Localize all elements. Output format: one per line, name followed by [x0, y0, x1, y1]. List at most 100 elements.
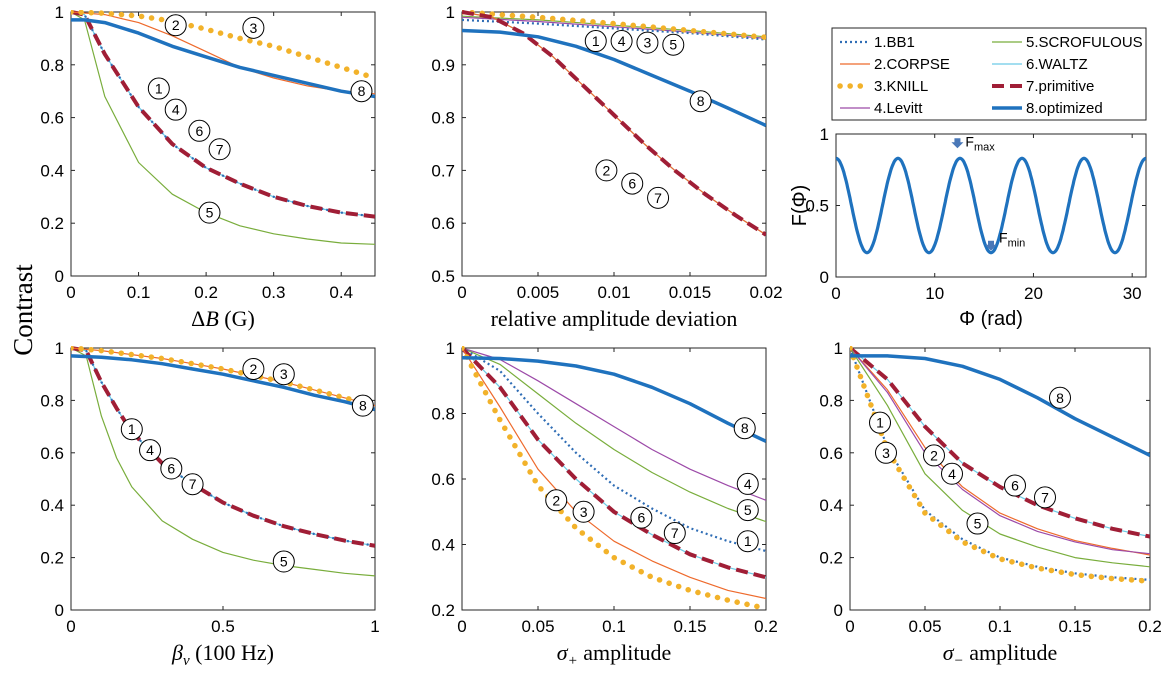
series-line-2 — [462, 347, 766, 600]
series-marker-1: 1 — [120, 418, 143, 441]
series-line-3 — [462, 10, 766, 41]
marker-label: 7 — [216, 141, 224, 157]
marker-circle — [736, 472, 759, 495]
y-tick-label: 0.2 — [40, 214, 64, 233]
series-marker-3: 3 — [572, 500, 595, 523]
marker-label: 4 — [744, 476, 752, 492]
marker-label: 6 — [628, 176, 636, 192]
y-tick-label: 0 — [55, 601, 64, 620]
marker-circle — [242, 16, 265, 39]
axes-frame — [461, 347, 767, 611]
marker-label: 1 — [744, 533, 752, 549]
marker-circle — [941, 462, 963, 485]
series-marker-8: 8 — [733, 417, 756, 440]
marker-circle — [350, 80, 373, 103]
series-line-5 — [462, 347, 766, 523]
marker-circle — [545, 489, 568, 512]
marker-label: 8 — [697, 93, 705, 109]
x-tick-label: 0 — [457, 283, 466, 302]
marker-circle — [869, 411, 891, 434]
marker-label: 4 — [618, 33, 626, 49]
series-marker-4: 4 — [164, 98, 187, 121]
marker-label: 6 — [637, 510, 645, 526]
y-tick-label: 1 — [55, 339, 64, 358]
series-marker-8: 8 — [350, 80, 373, 103]
marker-label: 2 — [603, 162, 611, 178]
marker-circle — [188, 119, 211, 142]
legend-label: 7.primitive — [1026, 78, 1094, 95]
marker-circle — [621, 172, 644, 195]
x-axis-label-part: σ — [557, 640, 569, 665]
series-marker-1: 1 — [147, 77, 170, 100]
series-line-2 — [71, 11, 375, 95]
marker-circle — [1034, 486, 1056, 509]
marker-label: 4 — [172, 102, 180, 118]
legend-box — [831, 27, 1147, 121]
x-tick-label: 0.1 — [602, 617, 626, 636]
x-tick-label: 0.15 — [673, 617, 706, 636]
series-marker-3: 3 — [875, 441, 897, 464]
marker-circle — [736, 530, 759, 553]
marker-label: 5 — [206, 205, 214, 221]
series-line-7 — [462, 346, 766, 580]
y-tick-label: 0 — [55, 267, 64, 286]
x-tick-label: 0 — [66, 283, 75, 302]
annotation-text: F — [999, 230, 1008, 246]
series-line-3 — [462, 346, 766, 610]
marker-label: 5 — [744, 502, 752, 518]
series-marker-5: 5 — [736, 499, 759, 522]
y-tick-label: 0 — [834, 601, 843, 620]
marker-label: 2 — [930, 447, 938, 463]
marker-circle — [663, 522, 686, 545]
series-marker-8: 8 — [351, 394, 374, 417]
marker-label: 8 — [358, 83, 366, 99]
series-marker-7: 7 — [1034, 486, 1056, 509]
y-tick-label: 0.9 — [431, 56, 455, 75]
legend-label: 1.BB1 — [874, 34, 915, 51]
x-tick-label: 0.02 — [749, 283, 782, 302]
annotation-arrow-icon — [985, 240, 997, 251]
marker-label: 3 — [280, 366, 288, 382]
y-tick-label: 0.8 — [40, 56, 64, 75]
legend-label: 6.WALTZ — [1026, 56, 1088, 73]
series-marker-2: 2 — [923, 444, 945, 467]
series-marker-7: 7 — [663, 522, 686, 545]
y-tick-label: 0.5 — [805, 197, 829, 216]
x-tick-label: 0.2 — [754, 617, 778, 636]
marker-label: 5 — [669, 37, 677, 53]
series-line-4 — [850, 347, 1150, 555]
series-line-5 — [71, 347, 375, 577]
series-marker-3: 3 — [242, 16, 265, 39]
series-line-8 — [462, 28, 766, 128]
series-marker-6: 6 — [621, 172, 644, 195]
marker-label: 3 — [882, 445, 890, 461]
x-axis-label-part: (100 Hz) — [190, 640, 274, 665]
series-marker-7: 7 — [208, 138, 231, 161]
x-tick-label: 30 — [1123, 284, 1142, 303]
marker-label: 8 — [741, 420, 749, 436]
series-marker-2: 2 — [595, 159, 618, 182]
series-marker-8: 8 — [689, 90, 712, 113]
marker-circle — [208, 138, 231, 161]
y-tick-label: 0 — [820, 268, 829, 287]
marker-circle — [662, 33, 685, 56]
marker-circle — [198, 201, 221, 224]
legend: 1.BB1 2.CORPSE 3.KNILL 4.Levitt 5.SCROFULOUS… — [831, 27, 1147, 121]
marker-label: 1 — [592, 33, 600, 49]
annotation-subscript: max — [974, 141, 995, 153]
marker-circle — [875, 441, 897, 464]
x-axis-label-part: σ — [943, 640, 955, 665]
series-line-7 — [850, 346, 1150, 539]
x-axis-label: βv (100 Hz) — [171, 640, 274, 669]
series-line-3 — [71, 10, 375, 81]
series-marker-2: 2 — [545, 489, 568, 512]
x-axis-label-part: amplitude — [578, 640, 671, 665]
series-line-7 — [71, 10, 375, 219]
y-axis-label: F(Φ) — [789, 185, 811, 227]
marker-label: 2 — [250, 361, 258, 377]
series-marker-1: 1 — [736, 530, 759, 553]
marker-label: 5 — [974, 516, 982, 532]
y-tick-label: 0.6 — [819, 444, 843, 463]
x-axis-label-part: B — [205, 306, 218, 331]
